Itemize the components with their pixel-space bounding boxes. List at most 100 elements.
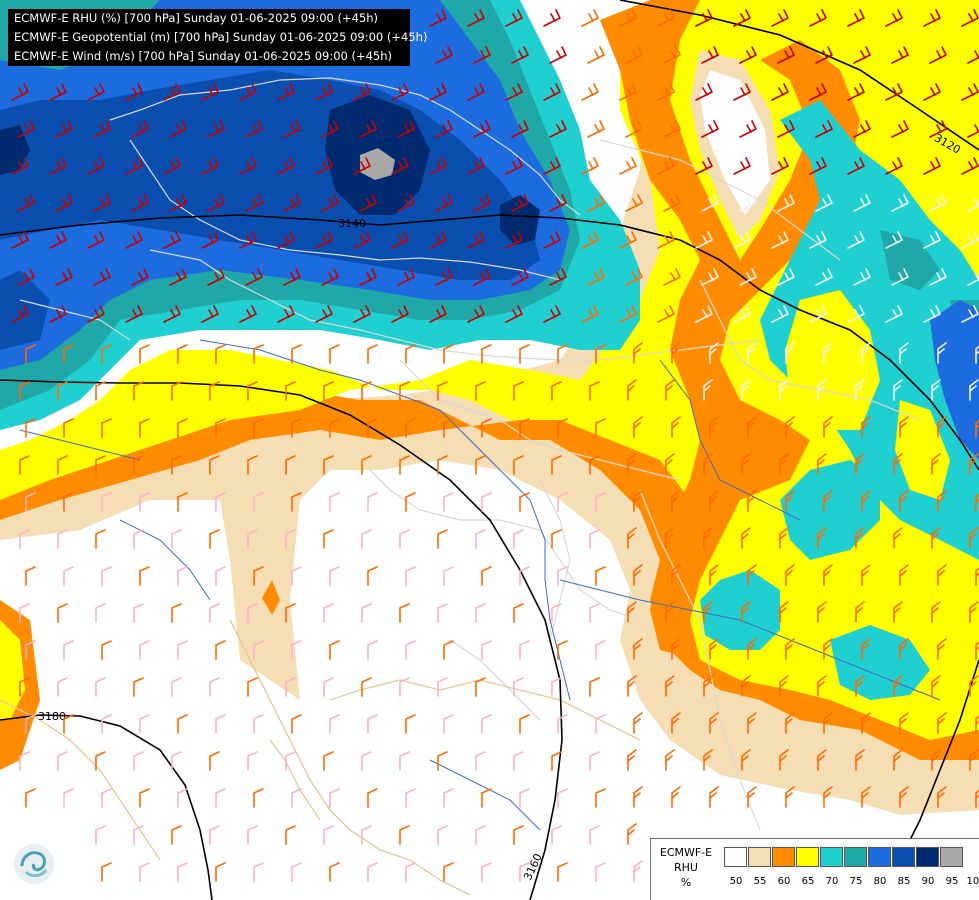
wind-barb: [367, 788, 378, 808]
wind-barb: [961, 83, 979, 101]
wind-barb: [285, 751, 296, 771]
legend-swatch: [772, 847, 795, 867]
wind-barb: [247, 603, 258, 623]
wind-barb: [741, 749, 751, 771]
wind-barb: [285, 603, 296, 623]
wind-barb: [657, 231, 675, 249]
wind-barb: [125, 231, 143, 249]
wind-barb: [101, 788, 112, 808]
wind-barb: [473, 120, 491, 138]
wind-barb: [587, 268, 605, 286]
wind-barb: [475, 825, 486, 845]
wind-barb: [329, 566, 340, 586]
wind-barb: [815, 194, 833, 212]
wind-barb: [25, 344, 36, 364]
wind-barb: [587, 46, 605, 64]
wind-barb: [937, 342, 947, 364]
legend-tick-label: 55: [753, 876, 767, 887]
wind-barb: [19, 529, 30, 549]
wind-barb: [437, 751, 448, 771]
wind-barb: [315, 231, 333, 249]
wind-barb: [101, 344, 112, 364]
wind-barb: [25, 418, 36, 438]
wind-barb: [733, 9, 751, 27]
wind-barb: [657, 157, 675, 175]
wind-barb: [481, 862, 492, 882]
wind-barb: [163, 83, 181, 101]
wind-barb: [177, 714, 188, 734]
wind-barb: [101, 640, 112, 660]
wind-barb: [209, 677, 220, 697]
wind-barb: [19, 603, 30, 623]
wind-barb: [975, 641, 979, 660]
wind-barb: [443, 714, 454, 734]
wind-barb: [247, 455, 258, 475]
wind-barb: [747, 712, 757, 734]
wind-barb: [549, 194, 567, 212]
wind-barb: [785, 638, 795, 660]
wind-barb: [321, 120, 339, 138]
wind-barb: [19, 455, 30, 475]
wind-barb: [473, 194, 491, 212]
wind-barb: [215, 344, 226, 364]
wind-barb: [481, 344, 492, 364]
wind-barb: [285, 677, 296, 697]
wind-barb: [619, 231, 637, 249]
isohypse-3140-line: [0, 214, 979, 471]
wind-barb: [701, 120, 719, 138]
wind-barb: [885, 157, 903, 175]
wind-barb: [467, 231, 485, 249]
wind-barb: [587, 120, 605, 138]
wind-barb: [25, 566, 36, 586]
wind-barb: [853, 268, 871, 286]
wind-barb: [893, 453, 903, 475]
wind-barb: [633, 638, 643, 660]
wind-barb: [11, 305, 29, 323]
wind-barb: [399, 381, 410, 401]
wind-barb: [63, 714, 74, 734]
wind-barb: [283, 120, 301, 138]
wind-barb: [627, 749, 637, 771]
wind-barb: [663, 120, 681, 138]
wind-barb: [443, 418, 454, 438]
wind-barb: [961, 231, 979, 249]
wind-barb: [709, 416, 719, 438]
wind-barb: [291, 566, 302, 586]
wind-barb: [475, 455, 486, 475]
legend-swatch: [940, 847, 963, 867]
wind-barb: [25, 492, 36, 512]
wind-barb: [329, 788, 340, 808]
wind-barb: [513, 529, 524, 549]
legend-tick-label: 70: [825, 876, 839, 887]
wind-barb: [741, 379, 751, 401]
wind-barb: [253, 862, 264, 882]
wind-barb: [253, 788, 264, 808]
wind-barb: [505, 83, 523, 101]
wind-barb: [367, 344, 378, 364]
wind-barb: [57, 381, 68, 401]
wind-barb: [663, 194, 681, 212]
wind-barb: [633, 342, 643, 364]
wind-barb: [291, 862, 302, 882]
wind-barb: [937, 638, 947, 660]
wind-barb: [443, 788, 454, 808]
wind-barb: [391, 83, 409, 101]
legend-unit: %: [680, 876, 692, 889]
wind-barb: [215, 714, 226, 734]
wind-barb: [899, 712, 909, 734]
wind-barb: [543, 83, 561, 101]
wind-barb: [847, 9, 865, 27]
wind-barb: [969, 379, 979, 401]
wind-barb: [589, 825, 600, 845]
wind-barb: [747, 416, 757, 438]
wind-barb: [771, 231, 789, 249]
wind-barb: [93, 194, 111, 212]
wind-barb: [163, 305, 181, 323]
wind-barb: [215, 640, 226, 660]
wind-barb: [353, 231, 371, 249]
wind-barb: [967, 198, 979, 212]
wind-barb: [101, 566, 112, 586]
wind-barb: [435, 46, 453, 64]
wind-barb: [245, 268, 263, 286]
wind-barb: [625, 46, 643, 64]
